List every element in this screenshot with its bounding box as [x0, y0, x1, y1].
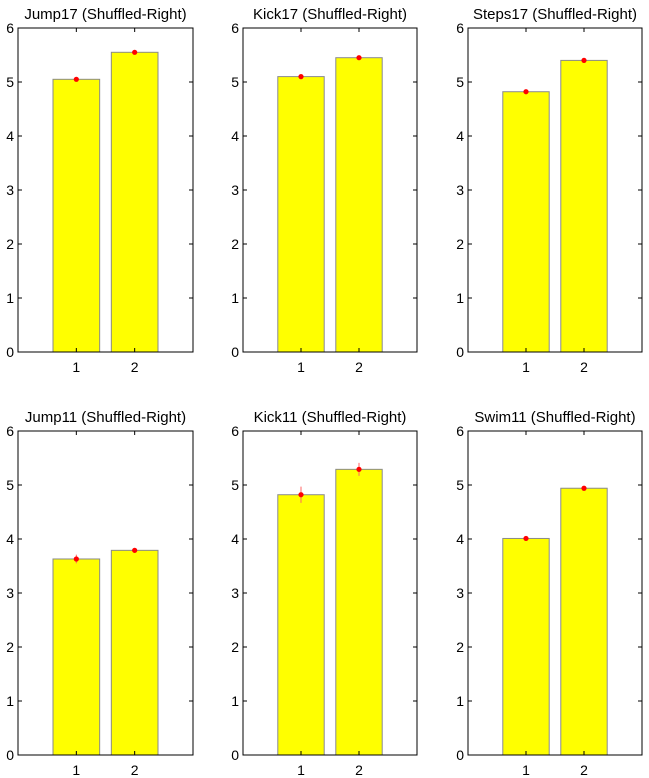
chart-title: Swim11 (Shuffled-Right) [474, 409, 635, 426]
y-tick-label: 6 [6, 20, 14, 36]
y-tick-label: 0 [456, 344, 464, 360]
y-tick-label: 2 [456, 236, 464, 252]
chart-title: Kick17 (Shuffled-Right) [253, 6, 407, 23]
y-tick-label: 3 [231, 585, 239, 601]
mean-marker [581, 485, 587, 491]
x-tick-label: 1 [297, 762, 305, 778]
chart-panel-6: Swim11 (Shuffled-Right) 0 1 2 3 4 5 6 1 2 [456, 409, 643, 778]
y-tick-label: 5 [456, 477, 464, 493]
chart-panel-1: Jump17 (Shuffled-Right) 0 1 2 3 4 5 6 1 2 [6, 6, 194, 375]
mean-marker [581, 57, 587, 64]
x-tick-label: 2 [580, 359, 588, 375]
axis-frame [467, 430, 643, 756]
y-tick-label: 1 [231, 290, 239, 306]
chart-panel-4: Jump11 (Shuffled-Right) 0 1 2 3 4 5 6 1 2 [6, 409, 194, 778]
y-tick-label: 6 [6, 423, 14, 439]
x-tick-label: 2 [131, 762, 139, 778]
axis-frame [242, 27, 418, 353]
bar-1 [502, 91, 550, 353]
bar-1 [52, 558, 101, 756]
y-tick-label: 5 [6, 74, 14, 90]
y-tick-label: 0 [231, 344, 239, 360]
y-tick-label: 6 [456, 423, 464, 439]
y-tick-label: 6 [456, 20, 464, 36]
y-tick-label: 2 [6, 639, 14, 655]
x-tick-label: 2 [580, 762, 588, 778]
y-tick-label: 5 [231, 477, 239, 493]
bar-2 [110, 549, 159, 756]
y-tick-label: 1 [6, 693, 14, 709]
chart-title: Jump11 (Shuffled-Right) [25, 409, 186, 426]
y-tick-label: 4 [6, 531, 14, 547]
y-tick-label: 0 [456, 747, 464, 763]
mean-marker [132, 547, 138, 553]
mean-marker [523, 89, 529, 95]
y-tick-label: 3 [6, 585, 14, 601]
chart-title: Steps17 (Shuffled-Right) [473, 6, 637, 23]
bar-2 [335, 468, 383, 756]
chart-title: Kick11 (Shuffled-Right) [254, 409, 407, 426]
y-tick-label: 4 [456, 531, 464, 547]
y-tick-label: 0 [6, 747, 14, 763]
y-tick-label: 6 [231, 20, 239, 36]
y-tick-label: 0 [231, 747, 239, 763]
axis-frame [17, 430, 194, 756]
mean-marker [132, 49, 138, 55]
y-tick-label: 3 [6, 182, 14, 198]
x-tick-label: 1 [522, 762, 530, 778]
x-tick-label: 1 [72, 359, 80, 375]
bar-1 [502, 537, 550, 756]
axis-frame [467, 27, 643, 353]
x-tick-label: 1 [72, 762, 80, 778]
mean-marker [523, 535, 529, 542]
y-tick-label: 3 [456, 182, 464, 198]
bar-1 [52, 78, 101, 353]
y-tick-label: 6 [231, 423, 239, 439]
bar-2 [560, 487, 608, 756]
y-tick-label: 5 [231, 74, 239, 90]
x-tick-label: 1 [522, 359, 530, 375]
mean-marker [298, 492, 304, 498]
y-tick-label: 1 [456, 693, 464, 709]
y-tick-label: 4 [6, 128, 14, 144]
y-tick-label: 3 [231, 182, 239, 198]
mean-marker [356, 466, 362, 472]
x-tick-label: 2 [355, 762, 363, 778]
mean-marker [73, 556, 79, 562]
chart-panel-3: Steps17 (Shuffled-Right) 0 1 2 3 4 5 6 1 2 [456, 6, 643, 375]
y-tick-label: 2 [231, 236, 239, 252]
mean-marker [298, 74, 304, 80]
mean-marker [73, 76, 79, 82]
x-tick-label: 2 [131, 359, 139, 375]
y-tick-label: 1 [456, 290, 464, 306]
y-tick-label: 2 [231, 639, 239, 655]
axis-frame [17, 27, 194, 353]
y-tick-label: 0 [6, 344, 14, 360]
y-tick-label: 4 [231, 531, 239, 547]
y-tick-label: 4 [231, 128, 239, 144]
y-tick-label: 4 [456, 128, 464, 144]
y-tick-label: 5 [456, 74, 464, 90]
x-tick-label: 2 [355, 359, 363, 375]
bar-2 [560, 59, 608, 353]
y-tick-label: 5 [6, 477, 14, 493]
y-tick-label: 1 [231, 693, 239, 709]
y-tick-label: 3 [456, 585, 464, 601]
bar-1 [277, 76, 325, 353]
y-tick-label: 1 [6, 290, 14, 306]
chart-panel-2: Kick17 (Shuffled-Right) 0 1 2 3 4 5 6 1 2 [231, 6, 418, 375]
chart-title: Jump17 (Shuffled-Right) [24, 6, 186, 23]
y-tick-label: 2 [456, 639, 464, 655]
chart-panel-5: Kick11 (Shuffled-Right) 0 1 2 3 4 5 6 1 2 [231, 409, 418, 778]
bar-2 [110, 51, 159, 353]
x-tick-label: 1 [297, 359, 305, 375]
y-tick-label: 2 [6, 236, 14, 252]
bar-2 [335, 57, 383, 353]
mean-marker [356, 55, 362, 61]
axis-frame [242, 430, 418, 756]
bar-1 [277, 494, 325, 756]
